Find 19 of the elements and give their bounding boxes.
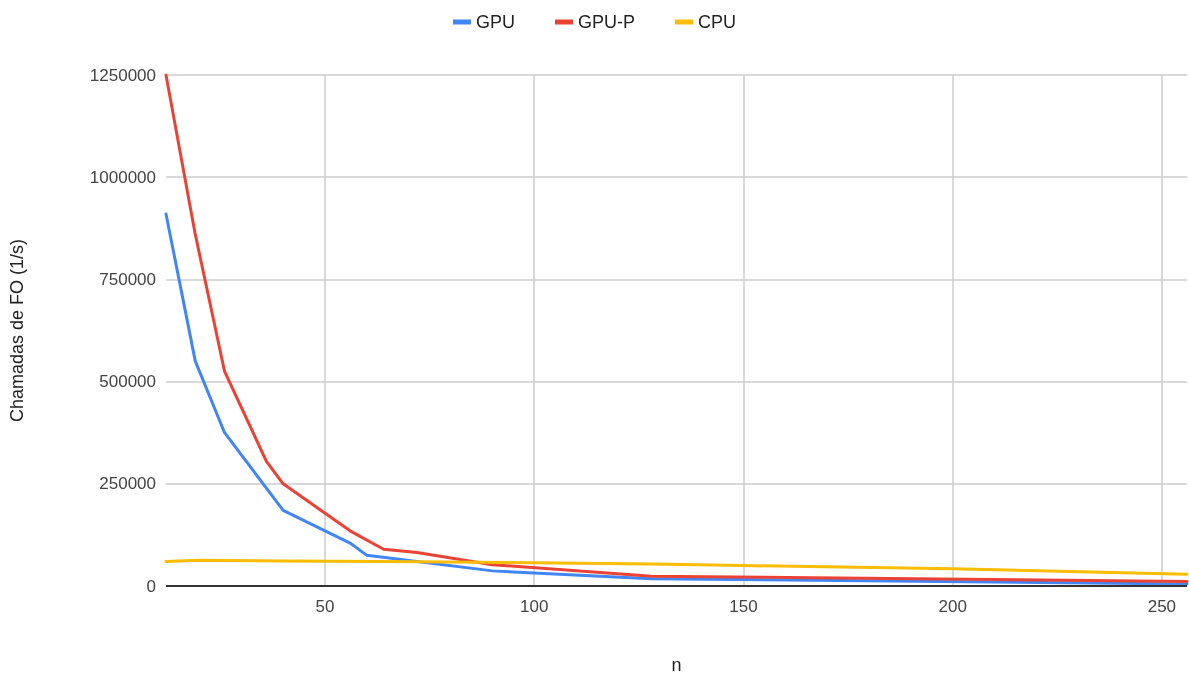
- x-tick-label: 100: [520, 597, 549, 616]
- x-axis-title: n: [671, 655, 682, 675]
- y-axis-title: Chamadas de FO (1/s): [7, 238, 27, 423]
- y-tick-label: 250000: [99, 474, 156, 494]
- x-tick-label: 250: [1147, 597, 1177, 616]
- y-tick-label: 0: [146, 576, 156, 596]
- x-tick-label: 200: [938, 597, 967, 616]
- x-tick-label: 50: [315, 597, 335, 616]
- y-tick-label: 500000: [99, 372, 156, 392]
- line-series: [164, 73, 1189, 583]
- legend-label: GPU: [475, 12, 516, 32]
- y-tick-label: 1000000: [89, 167, 156, 187]
- line-series: [164, 558, 1189, 576]
- legend-label: CPU: [698, 12, 737, 32]
- x-tick-label: 150: [729, 597, 758, 616]
- legend-label: GPU-P: [578, 12, 636, 32]
- y-tick-label: 750000: [99, 269, 156, 289]
- y-tick-label: 1250000: [89, 65, 156, 85]
- line-series: [164, 212, 1189, 586]
